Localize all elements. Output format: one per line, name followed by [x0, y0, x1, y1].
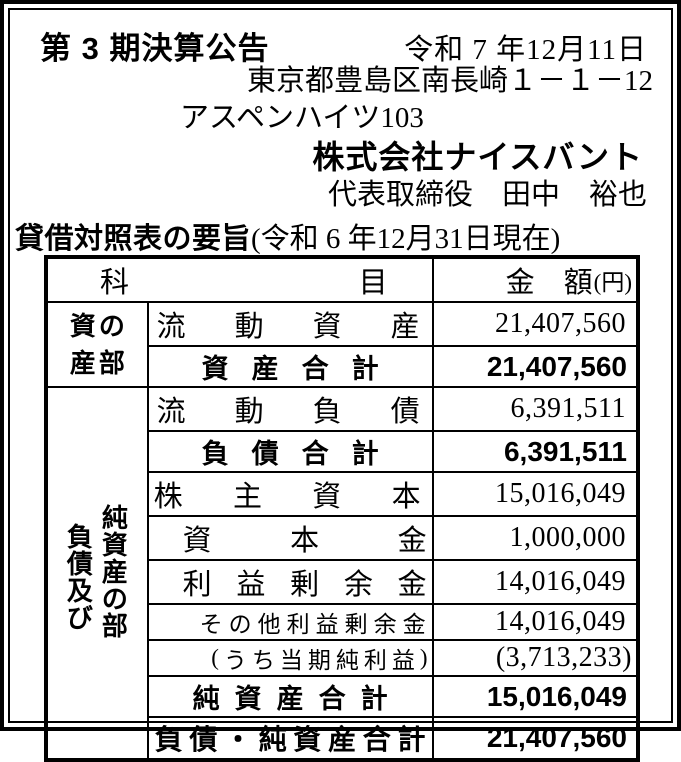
table-row-shareholders-equity: 株主資本 15,016,049 — [46, 471, 640, 517]
company-name: 株式会社ナイスバント — [312, 139, 643, 175]
section-label-liabilities-net-assets: 負債及び 純資産の部 — [45, 386, 149, 761]
table-row-total-liabilities: 負債合計 6,391,511 — [46, 430, 640, 473]
company-address: 東京都豊島区南長崎１－１－12 — [246, 65, 653, 97]
item-label-total-liabilities: 負債合計 — [146, 430, 434, 473]
item-label-shareholders-equity: 株主資本 — [146, 471, 434, 517]
item-label-net-income: (うち当期純利益) — [146, 639, 434, 677]
table-row-current-assets: 資の 産部 流動資産 21,407,560 — [45, 301, 640, 388]
amount-capital-stock: 1,000,000 — [431, 515, 640, 561]
amount-unit-label: (円) — [593, 270, 632, 295]
amount-net-income: (3,713,233) — [431, 639, 640, 677]
balance-sheet-table: 科目 金 額 (円) 資の 産部 流動資産 21,407,560 — [44, 255, 640, 762]
document-content: 第 3 期決算公告 令和 7 年12月11日 東京都豊島区南長崎１－１－12 ア… — [14, 14, 667, 762]
representative-name: 代表取締役 田中 裕也 — [327, 179, 647, 211]
item-label-current-liabilities: 流動負債 — [146, 386, 434, 432]
amount-total-assets: 21,407,560 — [431, 345, 640, 388]
balance-sheet-title: 貸借対照表の要旨 — [15, 223, 252, 255]
amount-shareholders-equity: 15,016,049 — [431, 471, 640, 517]
amount-retained-earnings: 14,016,049 — [431, 559, 640, 605]
table-row-capital-stock: 資本金 1,000,000 — [46, 515, 640, 561]
amount-header-text: 金 額 — [505, 267, 593, 299]
amount-other-retained-earnings: 14,016,049 — [431, 603, 640, 641]
table-row-current-liabilities: 負債及び 純資産の部 流動負債 6,391,511 — [45, 386, 640, 761]
item-label-total-assets: 資産合計 — [146, 345, 434, 388]
table-row-total-net-assets: 純資産合計 15,016,049 — [46, 675, 640, 718]
column-header-subject: 科目 — [45, 256, 434, 303]
table-row-retained-earnings: 利益剰余金 14,016,049 — [46, 559, 640, 605]
company-building: アスペンハイツ103 — [180, 102, 424, 134]
title-line: 第 3 期決算公告 令和 7 年12月11日 — [40, 23, 647, 66]
item-label-current-assets: 流動資産 — [146, 301, 434, 347]
table-header-row: 科目 金 額 (円) — [45, 256, 640, 303]
item-label-other-retained-earnings: その他利益剰余金 — [146, 603, 434, 641]
item-label-total-liabilities-net-assets: 負債・純資産合計 — [146, 716, 434, 761]
announcement-date: 令和 7 年12月11日 — [404, 34, 647, 66]
table-row-net-income: (うち当期純利益) (3,713,233) — [46, 639, 640, 677]
amount-total-net-assets: 15,016,049 — [431, 675, 640, 718]
item-label-retained-earnings: 利益剰余金 — [146, 559, 434, 605]
item-label-capital-stock: 資本金 — [146, 515, 434, 561]
balance-sheet-title-line: 貸借対照表の要旨 (令和 6 年12月31日現在) — [15, 215, 667, 255]
announcement-title: 第 3 期決算公告 — [40, 31, 270, 66]
table-row-other-retained-earnings: その他利益剰余金 14,016,049 — [46, 603, 640, 641]
amount-current-assets: 21,407,560 — [431, 301, 640, 347]
table-row-total-assets: 資産合計 21,407,560 — [46, 345, 640, 388]
amount-current-liabilities: 6,391,511 — [431, 386, 640, 432]
section-label-assets: 資の 産部 — [45, 301, 149, 388]
item-label-total-net-assets: 純資産合計 — [146, 675, 434, 718]
amount-total-liabilities: 6,391,511 — [431, 430, 640, 473]
amount-total-liabilities-net-assets: 21,407,560 — [431, 716, 640, 761]
column-header-amount: 金 額 (円) — [431, 256, 640, 303]
balance-sheet-asof-date: (令和 6 年12月31日現在) — [251, 223, 561, 255]
